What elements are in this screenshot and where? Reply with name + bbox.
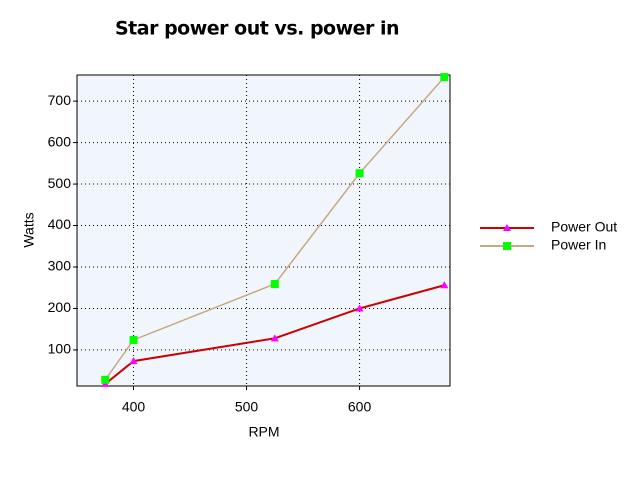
y-tick-label: 600 — [48, 133, 72, 149]
marker — [270, 334, 279, 342]
marker — [355, 304, 364, 312]
marker — [440, 73, 449, 82]
chart-title: Star power out vs. power in — [115, 18, 399, 40]
marker — [129, 357, 138, 365]
legend-marker — [503, 224, 511, 231]
y-tick-label: 400 — [48, 216, 72, 232]
y-tick-label: 200 — [48, 299, 72, 315]
y-tick-label: 300 — [48, 258, 72, 274]
marker — [101, 375, 110, 384]
legend-label: Power In — [551, 237, 606, 253]
marker — [129, 335, 138, 344]
legend-label: Power Out — [551, 219, 617, 235]
plot-area — [76, 74, 451, 387]
marker — [355, 169, 364, 178]
marker — [270, 279, 279, 288]
y-tick-label: 500 — [48, 175, 72, 191]
x-tick-label: 500 — [235, 399, 259, 415]
legend-marker — [503, 242, 511, 250]
x-tick-label: 400 — [122, 399, 146, 415]
y-tick-label: 700 — [48, 92, 72, 108]
marker — [440, 281, 449, 289]
x-axis-label: RPM — [248, 424, 279, 440]
x-tick-label: 600 — [348, 399, 372, 415]
y-axis-label: Watts — [21, 212, 37, 247]
y-tick-label: 100 — [48, 341, 72, 357]
